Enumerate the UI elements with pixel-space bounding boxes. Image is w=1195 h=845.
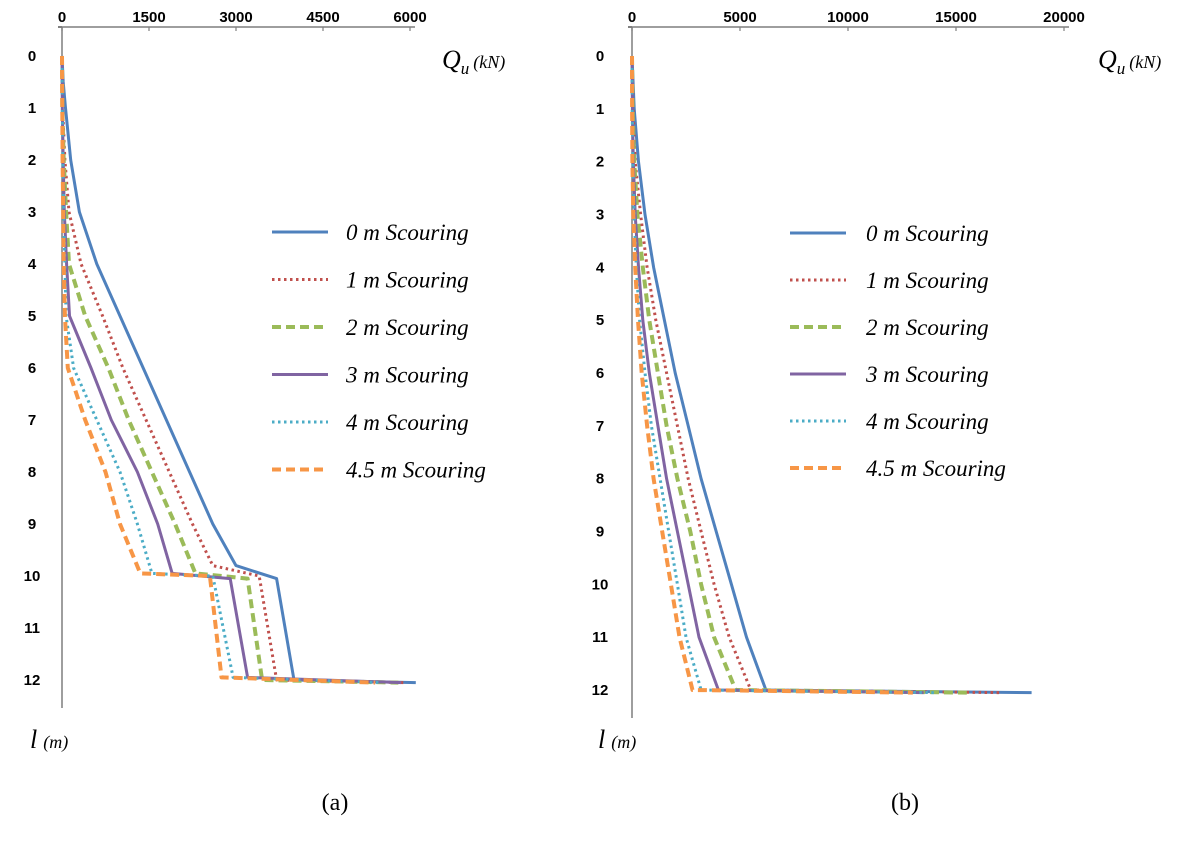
y-tick-label: 7 — [28, 412, 36, 429]
y-tick-label: 5 — [28, 308, 36, 325]
x-axis-label: Qu (kN) — [1098, 45, 1161, 78]
y-tick-label: 7 — [596, 418, 604, 435]
x-tick-label: 4500 — [306, 9, 339, 26]
y-axis-label: l (m) — [30, 725, 68, 754]
x-axis-label: Qu (kN) — [442, 45, 505, 78]
y-tick-label: 4 — [596, 259, 605, 276]
legend-label: 4 m Scouring — [866, 409, 989, 434]
y-tick-label: 3 — [596, 207, 604, 224]
x-tick-label: 5000 — [723, 9, 756, 26]
series-line-0-m-scouring — [630, 55, 1032, 695]
legend-label: 2 m Scouring — [346, 315, 469, 340]
x-tick-label: 3000 — [219, 9, 252, 26]
series-line-4-5-m-scouring — [630, 55, 913, 695]
y-tick-label: 9 — [596, 524, 604, 541]
y-tick-label: 12 — [592, 682, 609, 699]
y-tick-label: 8 — [28, 464, 36, 481]
x-tick-label: 10000 — [827, 9, 869, 26]
legend-label: 4 m Scouring — [346, 410, 469, 435]
y-tick-label: 3 — [28, 204, 36, 221]
y-tick-label: 0 — [28, 48, 36, 65]
series-line-0-m-scouring — [60, 55, 416, 685]
y-tick-label: 10 — [24, 568, 41, 585]
series-line-4-5-m-scouring — [60, 55, 376, 685]
x-tick-label: 0 — [58, 9, 66, 26]
y-tick-label: 1 — [596, 101, 604, 118]
y-tick-label: 5 — [596, 312, 604, 329]
panel-caption: (b) — [891, 790, 919, 816]
legend-label: 1 m Scouring — [346, 268, 469, 293]
panel-caption: (a) — [322, 790, 349, 816]
y-tick-label: 0 — [596, 48, 604, 65]
legend-label: 3 m Scouring — [345, 363, 469, 388]
y-tick-label: 8 — [596, 471, 604, 488]
legend: 0 m Scouring 1 m Scouring 2 m Scouring 3 m … — [272, 220, 486, 483]
y-tick-label: 1 — [28, 100, 36, 117]
legend-label: 3 m Scouring — [865, 362, 989, 387]
y-tick-label: 10 — [592, 576, 609, 593]
y-tick-label: 4 — [28, 256, 37, 273]
legend-label: 4.5 m Scouring — [866, 456, 1006, 481]
y-tick-label: 6 — [28, 360, 36, 377]
legend-label: 4.5 m Scouring — [346, 458, 486, 483]
y-axis-label: l (m) — [598, 725, 636, 754]
legend-label: 1 m Scouring — [866, 268, 989, 293]
x-tick-label: 0 — [628, 9, 636, 26]
series-line-4-m-scouring — [60, 55, 382, 685]
y-tick-label: 9 — [28, 516, 36, 533]
y-tick-label: 2 — [28, 152, 36, 169]
x-tick-label: 6000 — [393, 9, 426, 26]
y-tick-label: 6 — [596, 365, 604, 382]
legend: 0 m Scouring 1 m Scouring 2 m Scouring 3 m … — [790, 221, 1006, 481]
legend-label: 0 m Scouring — [866, 221, 989, 246]
legend-label: 0 m Scouring — [346, 220, 469, 245]
x-tick-label: 20000 — [1043, 9, 1085, 26]
x-tick-label: 1500 — [132, 9, 165, 26]
y-tick-label: 2 — [596, 154, 604, 171]
y-tick-label: 11 — [592, 629, 608, 646]
y-tick-label: 12 — [24, 672, 41, 689]
legend-label: 2 m Scouring — [866, 315, 989, 340]
x-tick-label: 15000 — [935, 9, 977, 26]
series-line-1-m-scouring — [60, 55, 405, 685]
y-tick-label: 11 — [24, 620, 40, 637]
